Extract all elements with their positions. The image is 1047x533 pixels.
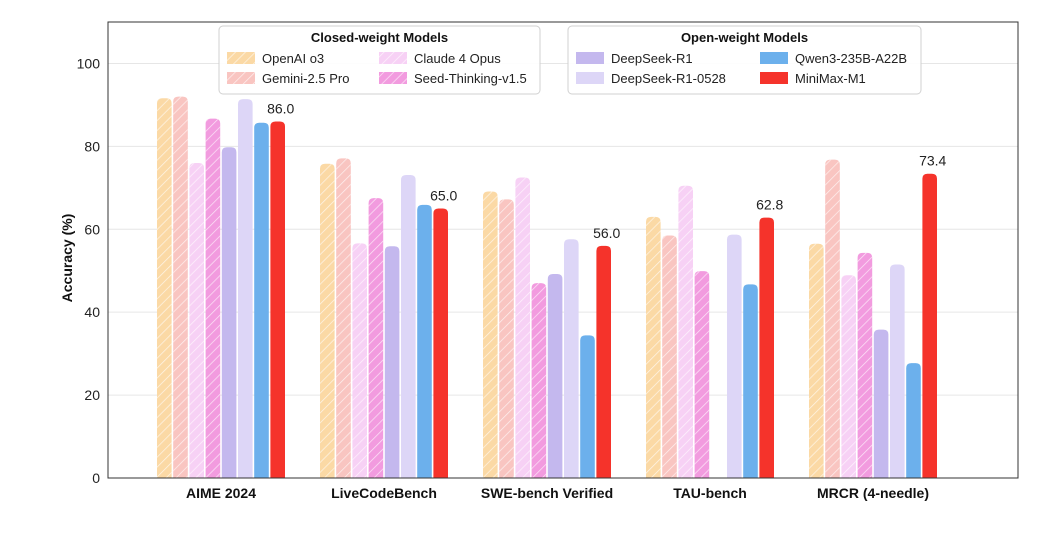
bar-hatch — [320, 163, 335, 479]
data-label: 86.0 — [267, 100, 294, 116]
y-tick-label: 80 — [84, 138, 100, 154]
bar — [221, 147, 237, 478]
axes: 0 20 40 60 80 100 AIME 2024 LiveCodeBench SWE-be… — [77, 55, 929, 501]
legend-swatch — [760, 52, 788, 64]
legend-closed-weight: Closed-weight Models OpenAI o3 Gemini-2.5 … — [218, 25, 541, 95]
plot-frame — [107, 21, 1019, 479]
y-tick-label: 20 — [84, 387, 100, 403]
legend-label: DeepSeek-R1-0528 — [611, 71, 726, 86]
legend-label: Qwen3-235B-A22B — [795, 51, 907, 66]
bar — [564, 239, 579, 478]
data-label: 65.0 — [430, 188, 457, 204]
bar — [401, 174, 416, 478]
bar — [906, 363, 921, 478]
legend-title: Open-weight Models — [681, 30, 808, 45]
bar — [759, 217, 774, 478]
bar — [270, 121, 285, 478]
y-tick-label: 0 — [92, 470, 100, 486]
x-tick-label: TAU-bench — [673, 485, 747, 501]
bar-hatch — [352, 243, 367, 478]
bar-hatch — [336, 158, 351, 479]
bar-hatch — [646, 216, 661, 478]
bar-hatch — [662, 235, 677, 478]
legend-swatch-hatch — [379, 52, 407, 64]
y-tick-label: 60 — [84, 221, 100, 237]
legend-label: DeepSeek-R1 — [611, 51, 693, 66]
y-tick-label: 100 — [77, 55, 101, 71]
bar-hatch — [173, 96, 188, 479]
legends: Closed-weight Models OpenAI o3 Gemini-2.5 … — [218, 25, 922, 95]
x-tick-label: LiveCodeBench — [331, 485, 437, 501]
bar-hatch — [841, 275, 856, 478]
bar — [890, 264, 905, 478]
legend-title: Closed-weight Models — [311, 30, 448, 45]
bar-hatch — [694, 271, 710, 478]
bar — [873, 329, 889, 478]
data-labels: 86.0 65.0 56.0 62.8 73.4 — [267, 100, 946, 240]
legend-open-weight: Open-weight Models DeepSeek-R1 DeepSeek-R1… — [567, 25, 922, 95]
legend-label: Seed-Thinking-v1.5 — [414, 71, 527, 86]
bar-hatch — [825, 159, 840, 478]
legend-frame — [567, 25, 922, 95]
legend-label: Claude 4 Opus — [414, 51, 501, 66]
bar — [384, 246, 400, 478]
bar — [596, 245, 611, 478]
y-tick-label: 40 — [84, 304, 100, 320]
bar — [254, 122, 269, 478]
bar — [922, 173, 937, 478]
bar-hatch — [515, 177, 530, 479]
legend-swatch — [576, 72, 604, 84]
bar — [547, 274, 563, 478]
bar-hatch — [857, 252, 873, 478]
legend-label: MiniMax-M1 — [795, 71, 866, 86]
bar-hatch — [368, 198, 384, 478]
bar-hatch — [205, 118, 221, 479]
bar-hatch — [499, 199, 514, 478]
bar — [727, 234, 742, 478]
data-label: 73.4 — [919, 153, 946, 169]
bar — [433, 208, 448, 478]
legend-swatch — [576, 52, 604, 64]
x-tick-label: AIME 2024 — [186, 485, 256, 501]
bar-hatch — [483, 191, 498, 479]
bar — [580, 335, 595, 478]
y-axis-title: Accuracy (%) — [59, 214, 75, 303]
bar-hatch — [678, 185, 693, 478]
legend-label: OpenAI o3 — [262, 51, 324, 66]
data-label: 62.8 — [756, 197, 783, 213]
bar-hatch — [531, 283, 547, 478]
bar — [417, 204, 432, 478]
legend-swatch-hatch — [227, 72, 255, 84]
x-tick-label: MRCR (4-needle) — [817, 485, 929, 501]
bar — [238, 99, 253, 478]
legend-label: Gemini-2.5 Pro — [262, 71, 349, 86]
bar — [743, 284, 758, 478]
bar-hatch — [189, 162, 204, 479]
data-label: 56.0 — [593, 225, 620, 241]
legend-swatch-hatch — [227, 52, 255, 64]
x-tick-label: SWE-bench Verified — [481, 485, 613, 501]
legend-swatch — [760, 72, 788, 84]
legend-swatch-hatch — [379, 72, 407, 84]
bars — [157, 96, 937, 479]
bar-hatch — [809, 243, 824, 478]
bar-hatch — [157, 98, 172, 478]
